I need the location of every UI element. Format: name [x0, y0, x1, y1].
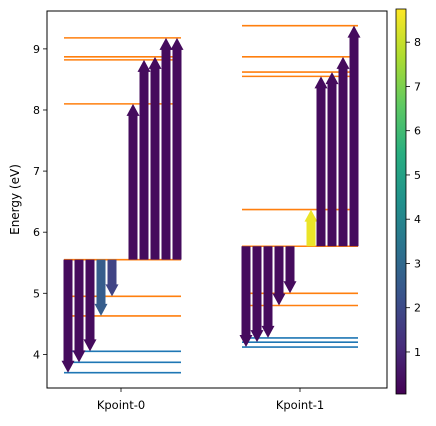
axes-frame — [46, 10, 388, 389]
y-tick-label: 9 — [33, 43, 40, 56]
transition-arrow — [336, 56, 350, 247]
transition-arrow — [304, 209, 318, 247]
transition-arrow — [250, 246, 264, 343]
transition-arrow — [170, 37, 184, 260]
colorbar-tick-label: 8 — [414, 36, 421, 49]
transition-arrow — [325, 72, 339, 247]
colorbar-tick-label: 5 — [414, 169, 421, 182]
transition-arrow — [347, 25, 361, 247]
transition-arrow — [94, 259, 108, 316]
y-tick-label: 7 — [33, 165, 40, 178]
x-axis: Kpoint-0 Kpoint-1 — [97, 388, 324, 412]
transition-arrow — [159, 37, 173, 260]
transition-arrow — [105, 259, 119, 297]
x-tick-label: Kpoint-1 — [276, 398, 324, 412]
colorbar-tick-label: 6 — [414, 125, 421, 138]
x-tick-label: Kpoint-0 — [97, 398, 145, 412]
y-tick-label: 4 — [33, 348, 40, 361]
colorbar-tick-label: 4 — [414, 213, 421, 226]
y-axis-label: Energy (eV) — [8, 164, 22, 235]
transition-arrow — [314, 76, 328, 247]
colorbar-ticks: 1 2 3 4 5 6 7 8 — [406, 36, 421, 359]
y-axis: 4 5 6 7 8 9 — [33, 43, 47, 361]
colorbar-tick-label: 3 — [414, 257, 421, 270]
colorbar — [395, 8, 407, 395]
transition-arrow — [148, 56, 162, 260]
transition-arrow — [261, 246, 275, 338]
transition-arrow — [72, 259, 86, 363]
y-tick-label: 8 — [33, 104, 40, 117]
transition-arrow — [239, 246, 253, 348]
transition-arrow — [283, 246, 297, 294]
transition-arrow — [61, 259, 75, 373]
transition-arrow — [83, 259, 97, 352]
transition-arrow — [137, 59, 151, 260]
y-tick-label: 6 — [33, 226, 40, 239]
plot-area — [61, 24, 361, 374]
transition-arrow — [126, 103, 140, 260]
y-tick-label: 5 — [33, 287, 40, 300]
colorbar-tick-label: 2 — [414, 302, 421, 315]
colorbar-tick-label: 1 — [414, 346, 421, 359]
transition-arrow — [272, 246, 286, 306]
colorbar-tick-label: 7 — [414, 80, 421, 93]
